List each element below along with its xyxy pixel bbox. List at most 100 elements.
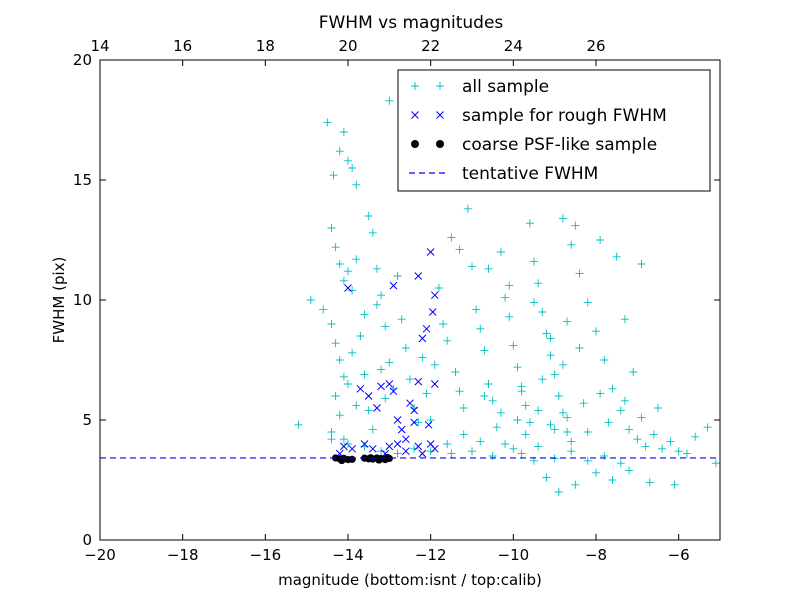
point-rough-fwhm-sample [428,308,437,316]
point-all-sample [550,370,559,379]
point-all-sample [327,435,336,444]
point-all-sample [571,480,580,489]
point-all-sample [476,437,485,446]
point-all-sample [505,312,514,321]
point-all-sample [393,449,402,458]
point-rough-fwhm-sample [368,444,377,453]
x-tick-label: −6 [668,546,690,564]
point-psf-like-sample [348,455,356,463]
point-all-sample [306,296,315,304]
point-all-sample [344,267,352,276]
point-all-sample [600,452,609,460]
point-all-sample [530,257,538,266]
point-all-sample [501,293,510,302]
point-all-sample [625,466,634,475]
point-all-sample [505,281,514,290]
point-all-sample [517,449,526,458]
legend-box [397,69,711,192]
point-rough-fwhm-sample [430,291,439,300]
point-all-sample [434,284,443,292]
x-tick-label: −16 [250,546,282,564]
point-rough-fwhm-sample [418,334,427,343]
point-all-sample [476,324,485,333]
top-tick-label: 24 [504,37,523,55]
point-rough-fwhm-sample [414,272,423,280]
top-tick-label: 26 [586,37,605,55]
point-all-sample [360,370,369,379]
point-all-sample [335,147,344,156]
point-all-sample [620,396,629,405]
legend-marker [411,82,419,90]
point-all-sample [546,334,555,343]
point-all-sample [397,315,406,324]
y-tick-label: 10 [73,291,92,309]
point-all-sample [339,128,348,136]
point-all-sample [327,320,336,328]
legend-marker [411,111,419,119]
point-all-sample [538,308,547,316]
point-all-sample [534,406,543,415]
point-all-sample [550,425,559,434]
point-rough-fwhm-sample [410,406,418,415]
top-tick-label: 22 [421,37,440,55]
point-all-sample [625,425,634,434]
point-all-sample [410,444,419,453]
top-tick-label: 14 [90,37,109,55]
point-all-sample [368,228,377,237]
point-all-sample [558,408,567,417]
point-all-sample [484,380,493,388]
point-all-sample [567,240,576,249]
point-rough-fwhm-sample [414,442,423,451]
point-all-sample [538,375,547,384]
point-all-sample [422,389,431,398]
point-all-sample [472,305,481,314]
y-tick-label: 15 [73,171,92,189]
point-all-sample [530,298,538,307]
point-all-sample [542,473,551,482]
point-all-sample [463,204,472,213]
point-rough-fwhm-sample [414,377,423,386]
point-rough-fwhm-sample [426,440,435,448]
point-rough-fwhm-sample [373,404,381,412]
point-all-sample [492,423,501,432]
point-all-sample [385,358,394,367]
point-all-sample [401,344,410,352]
point-all-sample [600,356,609,364]
point-all-sample [629,368,638,376]
point-all-sample [558,360,567,369]
point-all-sample [418,353,427,362]
chart-title: FWHM vs magnitudes [319,13,504,33]
point-psf-like-sample [383,453,391,462]
point-all-sample [372,300,381,309]
x-tick-label: −8 [585,546,607,564]
legend: all sample sample for rough FWHM coarse PS… [397,69,711,192]
point-all-sample [567,437,576,446]
point-rough-fwhm-sample [360,440,369,448]
point-all-sample [616,406,625,415]
point-all-sample [563,317,572,326]
point-all-sample [356,332,365,340]
point-all-sample [348,348,357,357]
point-all-sample [468,262,476,271]
legend-marker [436,140,444,148]
point-all-sample [443,336,452,345]
point-all-sample [575,269,584,278]
point-all-sample [323,118,332,127]
x-tick-label: −12 [415,546,447,564]
x-tick-label: −18 [167,546,199,564]
point-all-sample [513,363,522,372]
point-all-sample [372,264,381,273]
point-all-sample [364,212,373,220]
point-rough-fwhm-sample [393,440,402,448]
point-all-sample [381,322,390,331]
point-all-sample [546,351,555,360]
point-rough-fwhm-sample [393,416,402,424]
point-all-sample [377,291,386,300]
point-all-sample [335,411,344,420]
point-all-sample [501,440,510,448]
point-all-sample [368,425,377,434]
point-all-sample [633,435,642,444]
point-rough-fwhm-sample [340,442,348,451]
